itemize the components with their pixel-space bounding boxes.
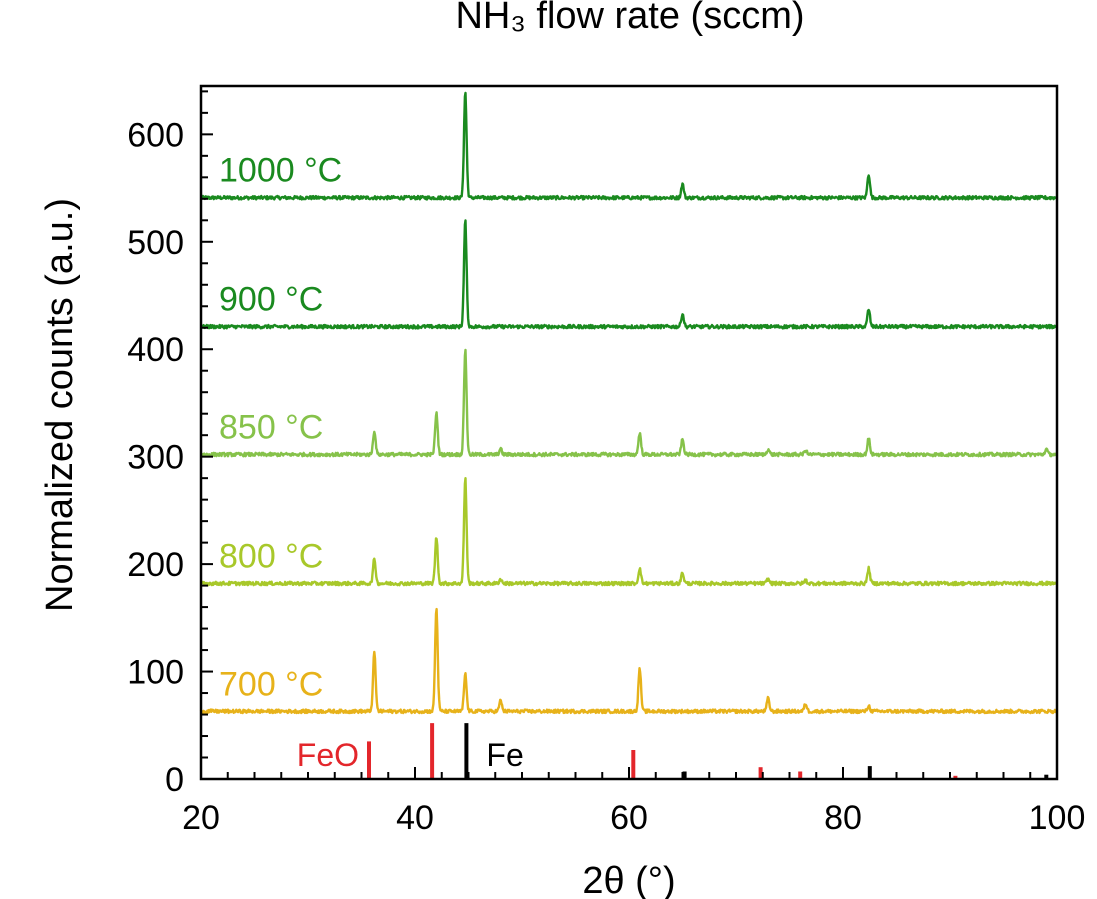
reference-label-feo: FeO: [297, 737, 359, 773]
series-label-800-c: 800 °C: [219, 538, 323, 576]
axis-ticks: 20 40 60 80 100 0 100 200 300 400 500 600: [127, 90, 1086, 837]
x-axis-title: 2θ (°): [582, 860, 675, 899]
y-tick-label: 400: [127, 331, 184, 369]
x-tick-label: 80: [824, 799, 862, 837]
x-tick-label: 40: [396, 799, 434, 837]
series-label-850-c: 850 °C: [219, 409, 323, 447]
series-700-c: [199, 607, 1058, 715]
x-tick-label: 60: [610, 799, 648, 837]
x-tick-label: 20: [182, 799, 220, 837]
y-tick-label: 100: [127, 654, 184, 692]
y-axis-title: Normalized counts (a.u.): [39, 198, 81, 612]
series-900-c: [199, 219, 1058, 330]
y-tick-label: 200: [127, 546, 184, 584]
y-tick-label: 500: [127, 224, 184, 262]
y-tick-label: 300: [127, 439, 184, 477]
series-1000-c: [199, 91, 1057, 201]
y-tick-label: 0: [165, 761, 184, 799]
reference-label-fe: Fe: [486, 737, 523, 773]
series-label-1000-c: 1000 °C: [219, 152, 342, 190]
y-tick-label: 600: [127, 116, 184, 154]
plot-area: 1000 °C 900 °C 850 °C 800 °C 700 °C FeO Fe: [199, 91, 1058, 779]
plot-frame: [199, 84, 1059, 781]
series-800-c: [199, 477, 1058, 587]
series-850-c: [200, 348, 1057, 458]
series-label-700-c: 700 °C: [219, 665, 323, 703]
chart-title: NH₃ flow rate (sccm): [455, 0, 804, 37]
x-tick-label: 100: [1029, 799, 1086, 837]
series-label-900-c: 900 °C: [219, 281, 323, 319]
